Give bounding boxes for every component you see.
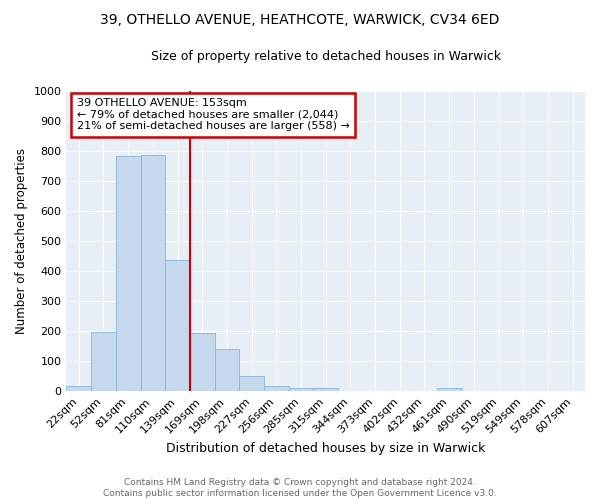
Y-axis label: Number of detached properties: Number of detached properties <box>15 148 28 334</box>
Bar <box>289 388 313 391</box>
X-axis label: Distribution of detached houses by size in Warwick: Distribution of detached houses by size … <box>166 442 485 455</box>
Bar <box>190 334 215 391</box>
Bar <box>264 386 289 391</box>
Text: 39 OTHELLO AVENUE: 153sqm
← 79% of detached houses are smaller (2,044)
21% of se: 39 OTHELLO AVENUE: 153sqm ← 79% of detac… <box>77 98 350 132</box>
Bar <box>116 156 140 391</box>
Bar <box>140 154 165 391</box>
Bar <box>67 386 91 391</box>
Bar <box>437 388 461 391</box>
Bar <box>165 260 190 391</box>
Bar <box>215 349 239 391</box>
Bar <box>313 388 338 391</box>
Title: Size of property relative to detached houses in Warwick: Size of property relative to detached ho… <box>151 50 501 63</box>
Bar <box>91 332 116 391</box>
Text: Contains HM Land Registry data © Crown copyright and database right 2024.
Contai: Contains HM Land Registry data © Crown c… <box>103 478 497 498</box>
Text: 39, OTHELLO AVENUE, HEATHCOTE, WARWICK, CV34 6ED: 39, OTHELLO AVENUE, HEATHCOTE, WARWICK, … <box>100 12 500 26</box>
Bar <box>239 376 264 391</box>
